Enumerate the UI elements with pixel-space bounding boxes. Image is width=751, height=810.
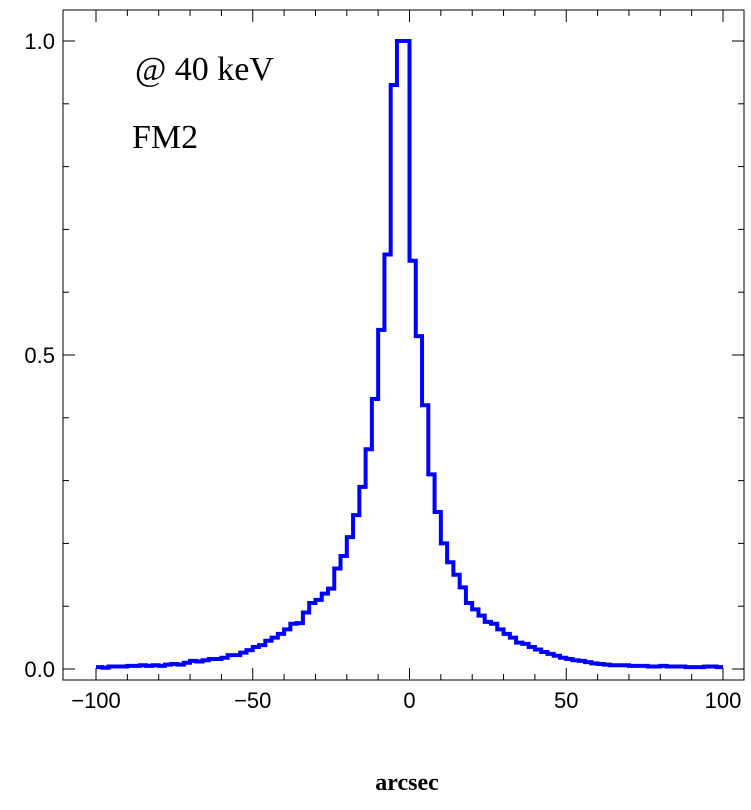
- x-tick-label: −50: [234, 688, 271, 713]
- axis-tick-labels: −100 −50 0 50 100 0.0 0.5 1.0: [24, 29, 741, 713]
- x-tick-label: 100: [705, 688, 742, 713]
- x-tick-label: 0: [403, 688, 415, 713]
- y-tick-label: 0.5: [24, 343, 55, 368]
- series-line: [96, 39, 723, 670]
- x-axis-title: arcsec: [375, 770, 439, 796]
- y-tick-label: 0.0: [24, 657, 55, 682]
- axis-ticks: [63, 10, 744, 680]
- y-tick-label: 1.0: [24, 29, 55, 54]
- x-tick-label: 50: [554, 688, 578, 713]
- plot-frame: [62, 9, 745, 681]
- x-tick-label: −100: [71, 688, 121, 713]
- annotation-energy: @ 40 keV: [135, 51, 274, 88]
- annotation-model: FM2: [132, 119, 198, 156]
